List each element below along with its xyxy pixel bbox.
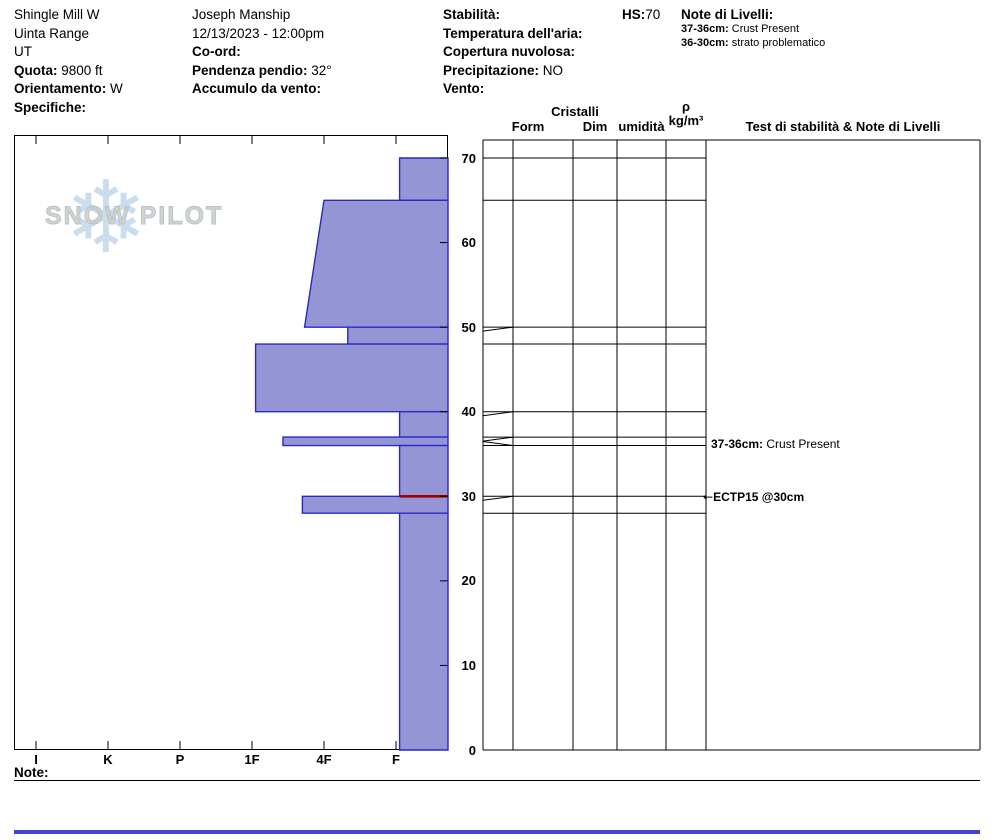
header-field: UT bbox=[14, 44, 32, 60]
depth-tick-label: 30 bbox=[461, 488, 476, 504]
header-field: Stabilità: bbox=[443, 7, 501, 22]
depth-tick-label: 40 bbox=[461, 404, 476, 420]
density-unit-header: kg/m³ bbox=[668, 113, 704, 128]
hardness-tick-label: I bbox=[34, 752, 38, 767]
snowflake-icon: ❄ bbox=[64, 159, 148, 276]
layer-note-line: 36-30cm: strato problematico bbox=[681, 36, 826, 49]
density-symbol-header: ρ bbox=[681, 99, 691, 114]
hardness-tick-label: K bbox=[103, 752, 113, 767]
ect-result-annotation: ←ECTP15 @30cm bbox=[703, 490, 804, 504]
snow-profile-chart bbox=[14, 135, 981, 751]
depth-tick-label: 20 bbox=[461, 573, 476, 589]
hardness-tick-label: F bbox=[392, 752, 400, 767]
header-observer-column: Joseph Manship 12/13/2023 - 12:00pm Co-ord… bbox=[192, 6, 332, 99]
header-field: Accumulo da vento: bbox=[192, 81, 322, 97]
notes-label: Note: bbox=[14, 765, 49, 780]
hs-value: 70 bbox=[645, 7, 661, 22]
hs-label: HS: bbox=[622, 7, 646, 22]
header-field: Orientamento: W bbox=[14, 81, 123, 97]
left-arrow-icon: ← bbox=[703, 490, 714, 504]
crust-annotation-range: 37-36cm: bbox=[711, 437, 764, 451]
crust-annotation: 37-36cm: Crust Present bbox=[711, 437, 840, 451]
header-layer-notes: Note di Livelli: 37-36cm: Crust Present 3… bbox=[681, 6, 825, 50]
depth-tick-label: 10 bbox=[461, 657, 476, 673]
header-field: Uinta Range bbox=[14, 25, 90, 41]
layer-notes-list: 37-36cm: Crust Present 36-30cm: strato pr… bbox=[681, 23, 825, 50]
depth-tick-label: 50 bbox=[461, 319, 476, 335]
snowpilot-logo-text: SNOW PILOT bbox=[45, 202, 224, 231]
ect-result-text: ECTP15 @30cm bbox=[713, 490, 805, 504]
header-location-column: Shingle Mill W Uinta Range UT Quota: 9800 f… bbox=[14, 6, 123, 118]
hardness-tick-label: 4F bbox=[316, 752, 332, 767]
total-snow-depth-field: HS:70 bbox=[622, 6, 660, 25]
layer-notes-title: Note di Livelli: bbox=[681, 7, 774, 22]
form-column-header: Form bbox=[511, 119, 545, 134]
layer-note-line: 37-36cm: Crust Present bbox=[681, 23, 800, 35]
header-field: Co-ord: bbox=[192, 44, 241, 60]
header-field: Pendenza pendio: 32° bbox=[192, 62, 332, 78]
bottom-blue-bar bbox=[14, 830, 980, 834]
crystals-header: Cristalli bbox=[551, 104, 599, 119]
tests-column-header: Test di stabilità & Note di Livelli bbox=[745, 119, 941, 134]
hardness-tick-label: P bbox=[175, 752, 185, 767]
size-column-header: Dim bbox=[582, 119, 608, 134]
header-field: Precipitazione: NO bbox=[443, 62, 564, 78]
header-field: Specifiche: bbox=[14, 99, 87, 115]
header-field: Vento: bbox=[443, 81, 485, 97]
depth-tick-label: 60 bbox=[461, 235, 476, 251]
footer-divider bbox=[14, 780, 980, 781]
depth-tick-label: 70 bbox=[461, 150, 476, 166]
header-field: Temperatura dell'aria: bbox=[443, 25, 583, 41]
header-field: Quota: 9800 ft bbox=[14, 62, 103, 78]
header-field: Copertura nuvolosa: bbox=[443, 44, 576, 60]
header-conditions-column: Stabilità: Temperatura dell'aria: Copertur… bbox=[443, 6, 583, 99]
depth-tick-label: 0 bbox=[468, 742, 476, 758]
header-field: Shingle Mill W bbox=[14, 7, 100, 22]
header-field: 12/13/2023 - 12:00pm bbox=[192, 25, 325, 41]
crust-annotation-text: Crust Present bbox=[763, 437, 840, 451]
moisture-column-header: umidità bbox=[618, 119, 665, 134]
header-field: Joseph Manship bbox=[192, 7, 291, 22]
hardness-tick-label: 1F bbox=[244, 752, 260, 767]
